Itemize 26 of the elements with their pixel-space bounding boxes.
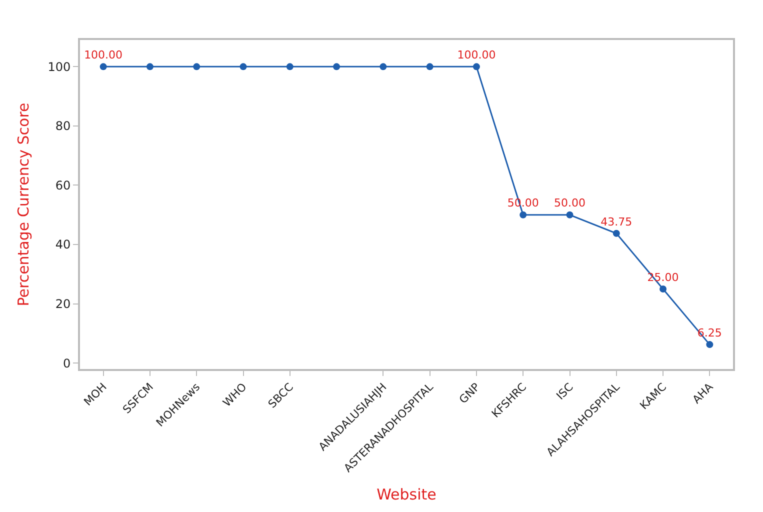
point (193, 63, 200, 70)
x-axis-title: Website (376, 485, 436, 504)
y-tick-label: 80 (55, 119, 71, 134)
point (286, 63, 294, 70)
point (333, 63, 340, 70)
y-axis-title: Percentage Currency Score (14, 102, 32, 306)
y-tick-label: 100 (48, 60, 71, 74)
point (706, 341, 714, 348)
data-label: 43.75 (600, 215, 632, 228)
point (100, 63, 107, 70)
y-tick-label: 60 (55, 178, 71, 192)
data-label: 50.00 (554, 196, 586, 210)
point (566, 211, 574, 218)
y-tick-label: 0 (62, 356, 71, 370)
point (472, 63, 480, 70)
data-label: 100.00 (457, 48, 496, 62)
y-tick-label: 20 (55, 296, 71, 311)
point (146, 63, 154, 70)
point (240, 63, 247, 70)
point (520, 211, 527, 218)
point (380, 63, 387, 70)
data-label: 100.00 (84, 48, 123, 62)
y-tick-label: 40 (55, 238, 71, 252)
point (660, 285, 667, 292)
point (612, 230, 620, 237)
point (426, 63, 434, 70)
